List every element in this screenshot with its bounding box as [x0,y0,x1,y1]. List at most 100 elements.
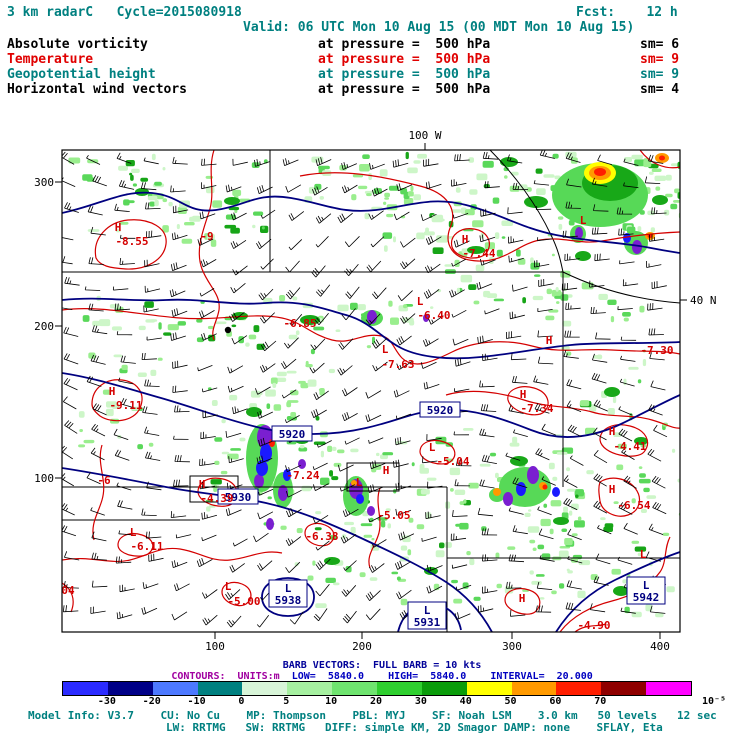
map-label: H [383,464,390,477]
wind-barbs [62,150,668,628]
colorbar-cell [63,682,108,695]
map-label: -7.30 [640,344,673,357]
field-smoothing-vorticity: sm= 6 [640,37,680,52]
field-smoothing-height: sm= 9 [640,67,680,82]
axis-ticks [55,143,687,639]
height-label-box [626,576,666,605]
model-info-line1: Model Info: V3.7 CU: No Cu MP: Thompson … [28,709,717,722]
colorbar-tick-label: -20 [142,696,161,707]
colorbar [62,681,692,696]
height-label: 5942 [633,591,660,604]
colorbar-tick-label: 5 [283,696,290,707]
map-label: L [356,476,363,489]
latitude-label: 40 N [690,294,717,307]
field-name-temperature: Temperature [7,52,94,67]
colorbar-cell [152,682,198,695]
map-label: L [640,548,647,561]
map-label: L [429,441,436,454]
colorbar-cell [646,682,692,695]
map-label: H [462,233,469,246]
colorbar-cell [377,682,422,695]
map-label: -6.38 [305,530,338,543]
colorbar-tick-label: 60 [549,696,562,707]
y-axis-tick-label: 200 [34,320,54,333]
height-label-box [217,488,259,505]
colorbar-unit-label: 10⁻⁵ [701,696,727,707]
map-label: -5.00 [227,595,260,608]
height-label-box [419,401,461,418]
map-label: H [609,483,616,496]
x-axis-tick-label: 400 [650,640,670,653]
height-label: 5931 [414,616,441,629]
map-label: H [115,221,122,234]
colorbar-cell [556,682,602,695]
map-label: -6.54 [617,499,650,512]
extrema-box [346,462,400,492]
field-name-height: Geopotential height [7,67,156,82]
map-label: -9 [200,230,213,243]
height-label: 5930 [225,491,252,504]
x-axis-tick-label: 300 [502,640,522,653]
height-label-box [268,579,308,608]
map-label: L [417,295,424,308]
colorbar-tick-label: -30 [97,696,116,707]
map-label: 04 [61,584,75,597]
map-label: -6 [97,474,111,487]
map-label: -4.39 [200,492,233,505]
map-label: L [382,343,389,356]
colorbar-tick-label: 70 [594,696,607,707]
map-label: L [225,580,232,593]
colorbar-tick-label: 50 [504,696,517,707]
map-label: H [109,385,116,398]
map-label: -8.55 [115,235,148,248]
axis-labels: 300 200 100 100 200 300 400 100 W 40 N [34,129,716,653]
height-label: 5920 [427,404,454,417]
map-label: -6.85 [283,317,316,330]
colorbar-tick-label: 10 [325,696,338,707]
height-label: L [424,604,431,617]
forecast-hour: Fcst: 12 h [576,5,678,20]
map-label: H [546,334,553,347]
barb-legend: BARB VECTORS: FULL BARB = 10 kts [0,649,740,682]
map-label: L [580,214,587,227]
map-label: -4.41 [613,440,646,453]
height-label: L [285,582,292,595]
map-label: -7.44 [462,247,495,260]
map-label: -7.34 [520,402,553,415]
colorbar-cell [466,682,512,695]
map-label: -6.11 [130,540,163,553]
field-smoothing-wind: sm= 4 [640,82,680,97]
state-borders [62,150,680,632]
height-label: 5938 [275,594,302,607]
colorbar-cell [511,682,557,695]
height-contour-legend: CONTOURS: UNITS:m LOW= 5840.0 HIGH= 5840… [0,660,740,693]
height-label-box [271,425,313,442]
model-info-line2: LW: RRTMG SW: RRTMG DIFF: simple KM, 2D … [166,721,663,734]
colorbar-tick-label: 30 [414,696,427,707]
colorbar-cell [287,682,333,695]
colorbar-tick-label: -10 [187,696,206,707]
field-level-vorticity: at pressure = 500 hPa [318,37,491,52]
height-label: L [643,579,650,592]
valid-time: Valid: 06 UTC Mon 10 Aug 15 (00 MDT Mon … [243,20,635,35]
map-label: H [519,592,526,605]
map-label: H [520,388,527,401]
colorbar-tick-label: 20 [369,696,383,707]
height-contour-legend-values: LOW= 5840.0 HIGH= 5840.0 INTERVAL= 20.00… [291,671,593,682]
map-label: -7.63 [381,358,414,371]
colorbar-cell [197,682,243,695]
map-label: -4.90 [577,619,610,632]
map-label: L [130,526,137,539]
barb-legend-text: BARB VECTORS: FULL BARB = 10 kts [282,660,482,671]
colorbar-cell [107,682,153,695]
map-label: -9.11 [109,399,142,412]
y-axis-tick-label: 300 [34,176,54,189]
map-label: H [199,478,206,491]
map-label: -7.24 [286,469,319,482]
height-contour-legend-label: CONTOURS: UNITS:m [171,671,292,682]
x-axis-tick-label: 200 [352,640,372,653]
map-label: -5.04 [436,455,469,468]
